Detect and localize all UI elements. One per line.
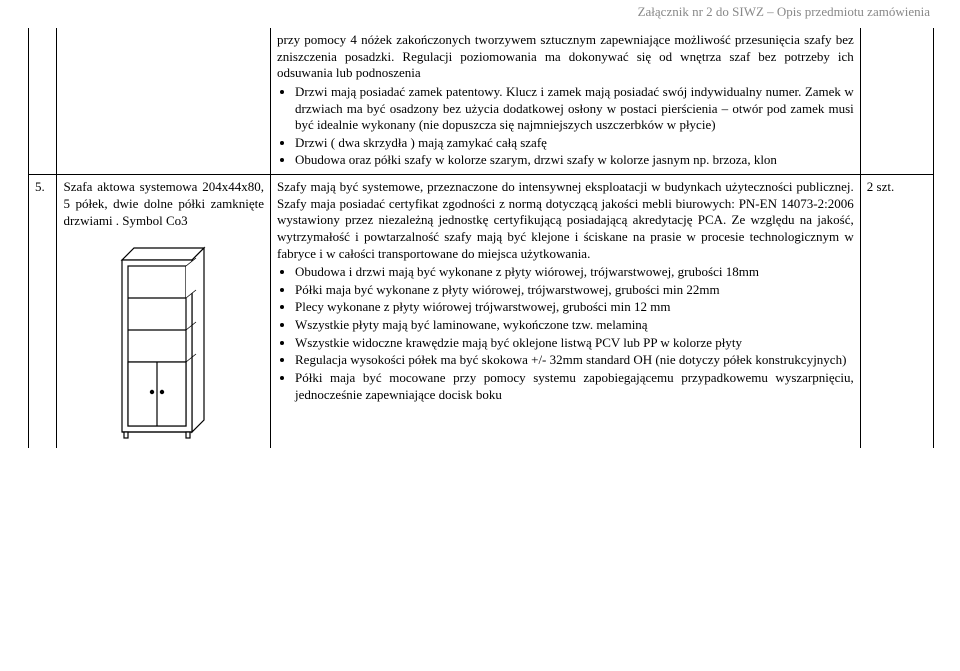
item-name: Szafa aktowa systemowa 204x44x80, 5 półe… — [63, 179, 264, 230]
cell-name: Szafa aktowa systemowa 204x44x80, 5 półe… — [57, 175, 271, 448]
row0-bullets: Drzwi mają posiadać zamek patentowy. Klu… — [277, 84, 854, 169]
list-item: Plecy wykonane z płyty wiórowej trójwars… — [295, 299, 854, 316]
list-item: Drzwi mają posiadać zamek patentowy. Klu… — [295, 84, 854, 134]
row0-intro: przy pomocy 4 nóżek zakończonych tworzyw… — [277, 32, 854, 80]
cell-desc: przy pomocy 4 nóżek zakończonych tworzyw… — [271, 28, 861, 175]
cell-qty — [860, 28, 933, 175]
list-item: Półki maja być mocowane przy pomocy syst… — [295, 370, 854, 403]
cell-num — [29, 28, 57, 175]
list-item: Obudowa oraz półki szafy w kolorze szary… — [295, 152, 854, 169]
list-item: Wszystkie widoczne krawędzie mają być ok… — [295, 335, 854, 352]
list-item: Drzwi ( dwa skrzydła ) mają zamykać całą… — [295, 135, 854, 152]
table-row: przy pomocy 4 nóżek zakończonych tworzyw… — [29, 28, 934, 175]
row1-bullets: Obudowa i drzwi mają być wykonane z płyt… — [277, 264, 854, 403]
header-annotation: Załącznik nr 2 do SIWZ – Opis przedmiotu… — [638, 4, 930, 20]
cabinet-icon — [114, 244, 214, 444]
cell-num: 5. — [29, 175, 57, 448]
cell-desc: Szafy mają być systemowe, przeznaczone d… — [271, 175, 861, 448]
list-item: Półki maja być wykonane z płyty wiórowej… — [295, 282, 854, 299]
cell-qty: 2 szt. — [860, 175, 933, 448]
row1-intro: Szafy mają być systemowe, przeznaczone d… — [277, 179, 854, 261]
table-row: 5. Szafa aktowa systemowa 204x44x80, 5 p… — [29, 175, 934, 448]
list-item: Obudowa i drzwi mają być wykonane z płyt… — [295, 264, 854, 281]
list-item: Regulacja wysokości półek ma być skokowa… — [295, 352, 854, 369]
cell-name — [57, 28, 271, 175]
list-item: Wszystkie płyty mają być laminowane, wyk… — [295, 317, 854, 334]
spec-table: przy pomocy 4 nóżek zakończonych tworzyw… — [28, 28, 934, 448]
